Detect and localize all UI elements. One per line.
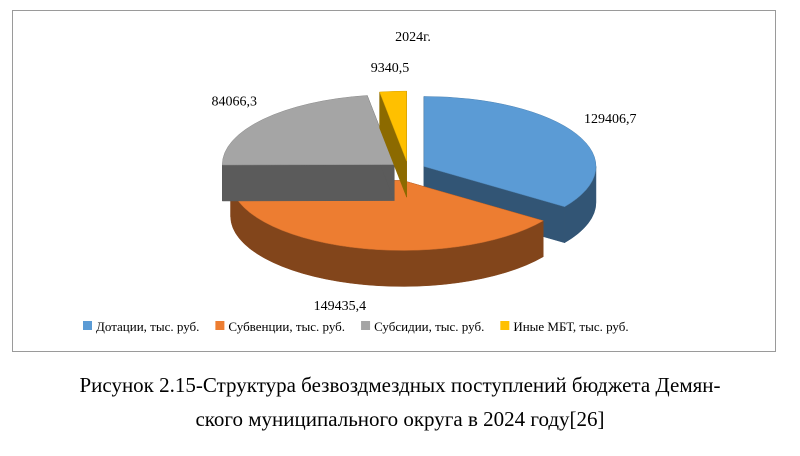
pie-slice-top	[423, 96, 597, 208]
pie-slices	[222, 90, 597, 287]
legend-label: Дотации, тыс. руб.	[96, 319, 199, 334]
data-label-4: 9340,5	[371, 61, 410, 76]
legend-swatch	[215, 321, 225, 330]
data-label-3: 84066,3	[212, 94, 258, 109]
caption-line-1: Рисунок 2.15-Структура безвоздмездных по…	[79, 373, 721, 397]
chart-frame: 2024г. 129406,7 149435,4 84066,3 9340,5 Дот…	[12, 10, 776, 352]
legend-item-3: Субсидии, тыс. руб.	[361, 319, 484, 334]
data-label-2: 149435,4	[314, 299, 367, 314]
pie-slice-3	[222, 95, 395, 202]
legend-item-2: Субвенции, тыс. руб.	[215, 319, 345, 334]
pie-slice-4	[379, 90, 407, 198]
legend-item-4: Иные МБТ, тыс. руб.	[500, 319, 629, 334]
legend-item-1: Дотации, тыс. руб.	[83, 319, 199, 334]
pie-slice-top	[222, 95, 395, 166]
legend-label: Субсидии, тыс. руб.	[374, 319, 484, 334]
pie-slice-top	[379, 90, 407, 162]
caption-line-2: ского муниципального округа в 2024 году[…	[195, 407, 605, 431]
legend-swatch	[83, 321, 92, 330]
legend-label: Субвенции, тыс. руб.	[228, 319, 345, 334]
data-label-1: 129406,7	[584, 112, 637, 127]
pie-slice-cut-face	[222, 164, 395, 202]
pie-chart: 2024г. 129406,7 149435,4 84066,3 9340,5 Дот…	[83, 30, 637, 334]
legend-label: Иные МБТ, тыс. руб.	[513, 319, 628, 334]
legend: Дотации, тыс. руб. Субвенции, тыс. руб. Су…	[83, 319, 629, 334]
chart-title: 2024г.	[395, 30, 431, 45]
legend-swatch	[361, 321, 371, 330]
figure-caption: Рисунок 2.15-Структура безвоздмездных по…	[0, 368, 800, 436]
data-labels: 129406,7 149435,4 84066,3 9340,5	[212, 61, 637, 314]
legend-swatch	[500, 321, 510, 330]
